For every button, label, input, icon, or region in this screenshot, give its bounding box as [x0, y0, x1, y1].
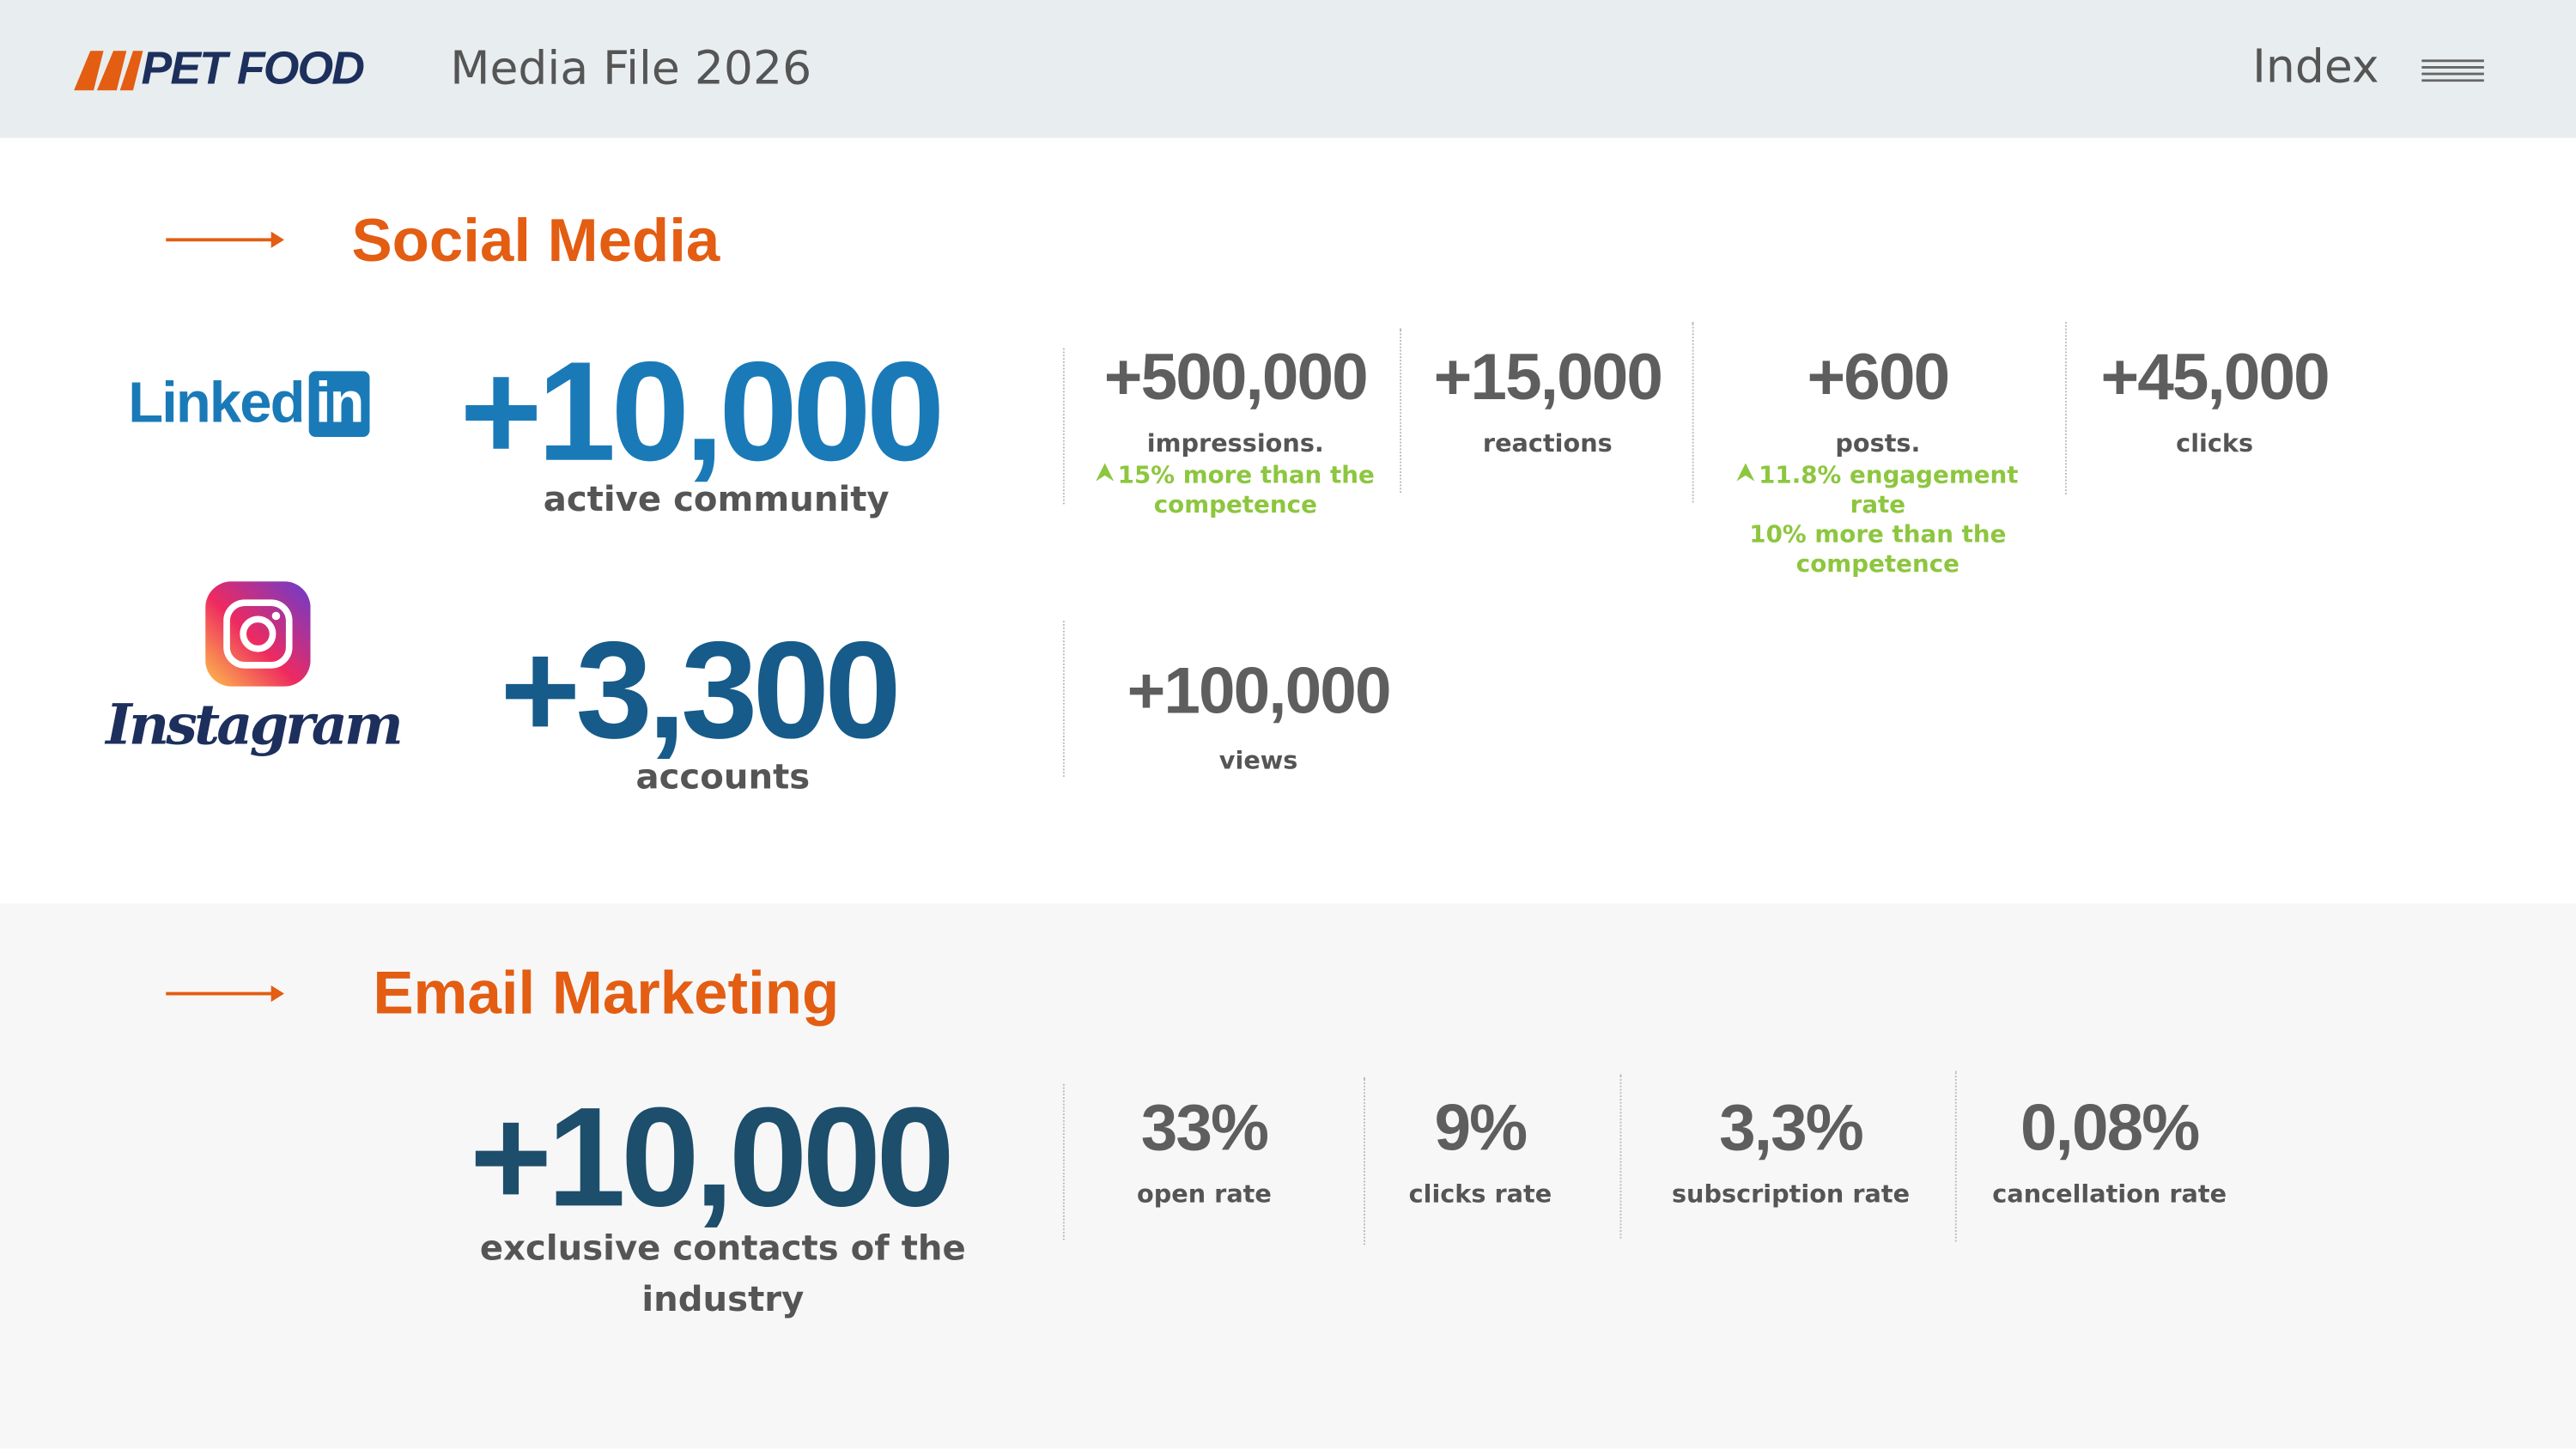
nav-index[interactable]: Index: [2252, 39, 2379, 94]
divider: [1364, 1077, 1365, 1246]
big-label: accounts: [635, 757, 811, 797]
stat-label: cancellation rate: [1992, 1179, 2227, 1210]
stat-label: posts.: [1835, 428, 1921, 458]
divider: [1062, 348, 1065, 505]
big-value: +10,000: [459, 333, 945, 492]
big-label: active community: [543, 479, 890, 519]
linkedin-logo: Linked in: [128, 371, 370, 437]
stat-note: 15% more than the competence: [1071, 462, 1400, 521]
section-title: Social Media: [351, 207, 720, 275]
stat-label: subscription rate: [1671, 1179, 1911, 1210]
email-section: [0, 903, 2576, 1449]
stat-value: 0,08%: [2020, 1092, 2200, 1165]
stat-value: +45,000: [2100, 341, 2330, 415]
stat-value: +15,000: [1433, 341, 1663, 415]
brand: Linked: [128, 371, 305, 436]
big-value: +3,300: [500, 612, 901, 767]
stat-value: 33%: [1140, 1092, 1269, 1165]
stat-label: views: [1218, 745, 1298, 776]
stat-label: reactions: [1482, 428, 1613, 458]
instagram-logo: Instagram: [106, 693, 404, 759]
stat-value: +600: [1807, 341, 1951, 415]
arrow: [166, 231, 285, 248]
stat-value: +100,000: [1127, 655, 1392, 728]
divider: [1400, 328, 1402, 493]
divider: [1062, 1083, 1065, 1240]
stat-label: clicks: [2176, 428, 2254, 458]
instagram-icon: [205, 581, 311, 687]
stat-note: 10% more than the competence: [1749, 522, 2007, 579]
stat-label: impressions.: [1146, 428, 1324, 458]
divider: [1619, 1074, 1622, 1239]
big-value: +10,000: [469, 1079, 955, 1237]
stat-value: 9%: [1434, 1092, 1528, 1165]
arrow: [166, 985, 285, 1003]
divider: [1692, 322, 1694, 503]
stat-value: 3,3%: [1719, 1092, 1864, 1165]
section-title: Email Marketing: [373, 959, 840, 1027]
header-subtitle: Media File 2026: [450, 40, 812, 95]
divider: [1062, 621, 1065, 777]
stat-label: clicks rate: [1408, 1179, 1552, 1210]
divider: [2065, 322, 2067, 494]
menu-icon[interactable]: [2421, 59, 2484, 82]
divider: [1954, 1070, 1957, 1242]
header-bar: [0, 0, 2576, 138]
logo: PET FOOD: [141, 42, 365, 94]
stat-label: open rate: [1137, 1179, 1272, 1210]
logo-mark: [74, 51, 143, 91]
stat-note: 11.8% engagement rate: [1714, 462, 2043, 521]
brand-badge: in: [308, 371, 370, 437]
stat-value: +500,000: [1103, 341, 1369, 415]
big-label: exclusive contacts of the industry: [479, 1228, 966, 1319]
